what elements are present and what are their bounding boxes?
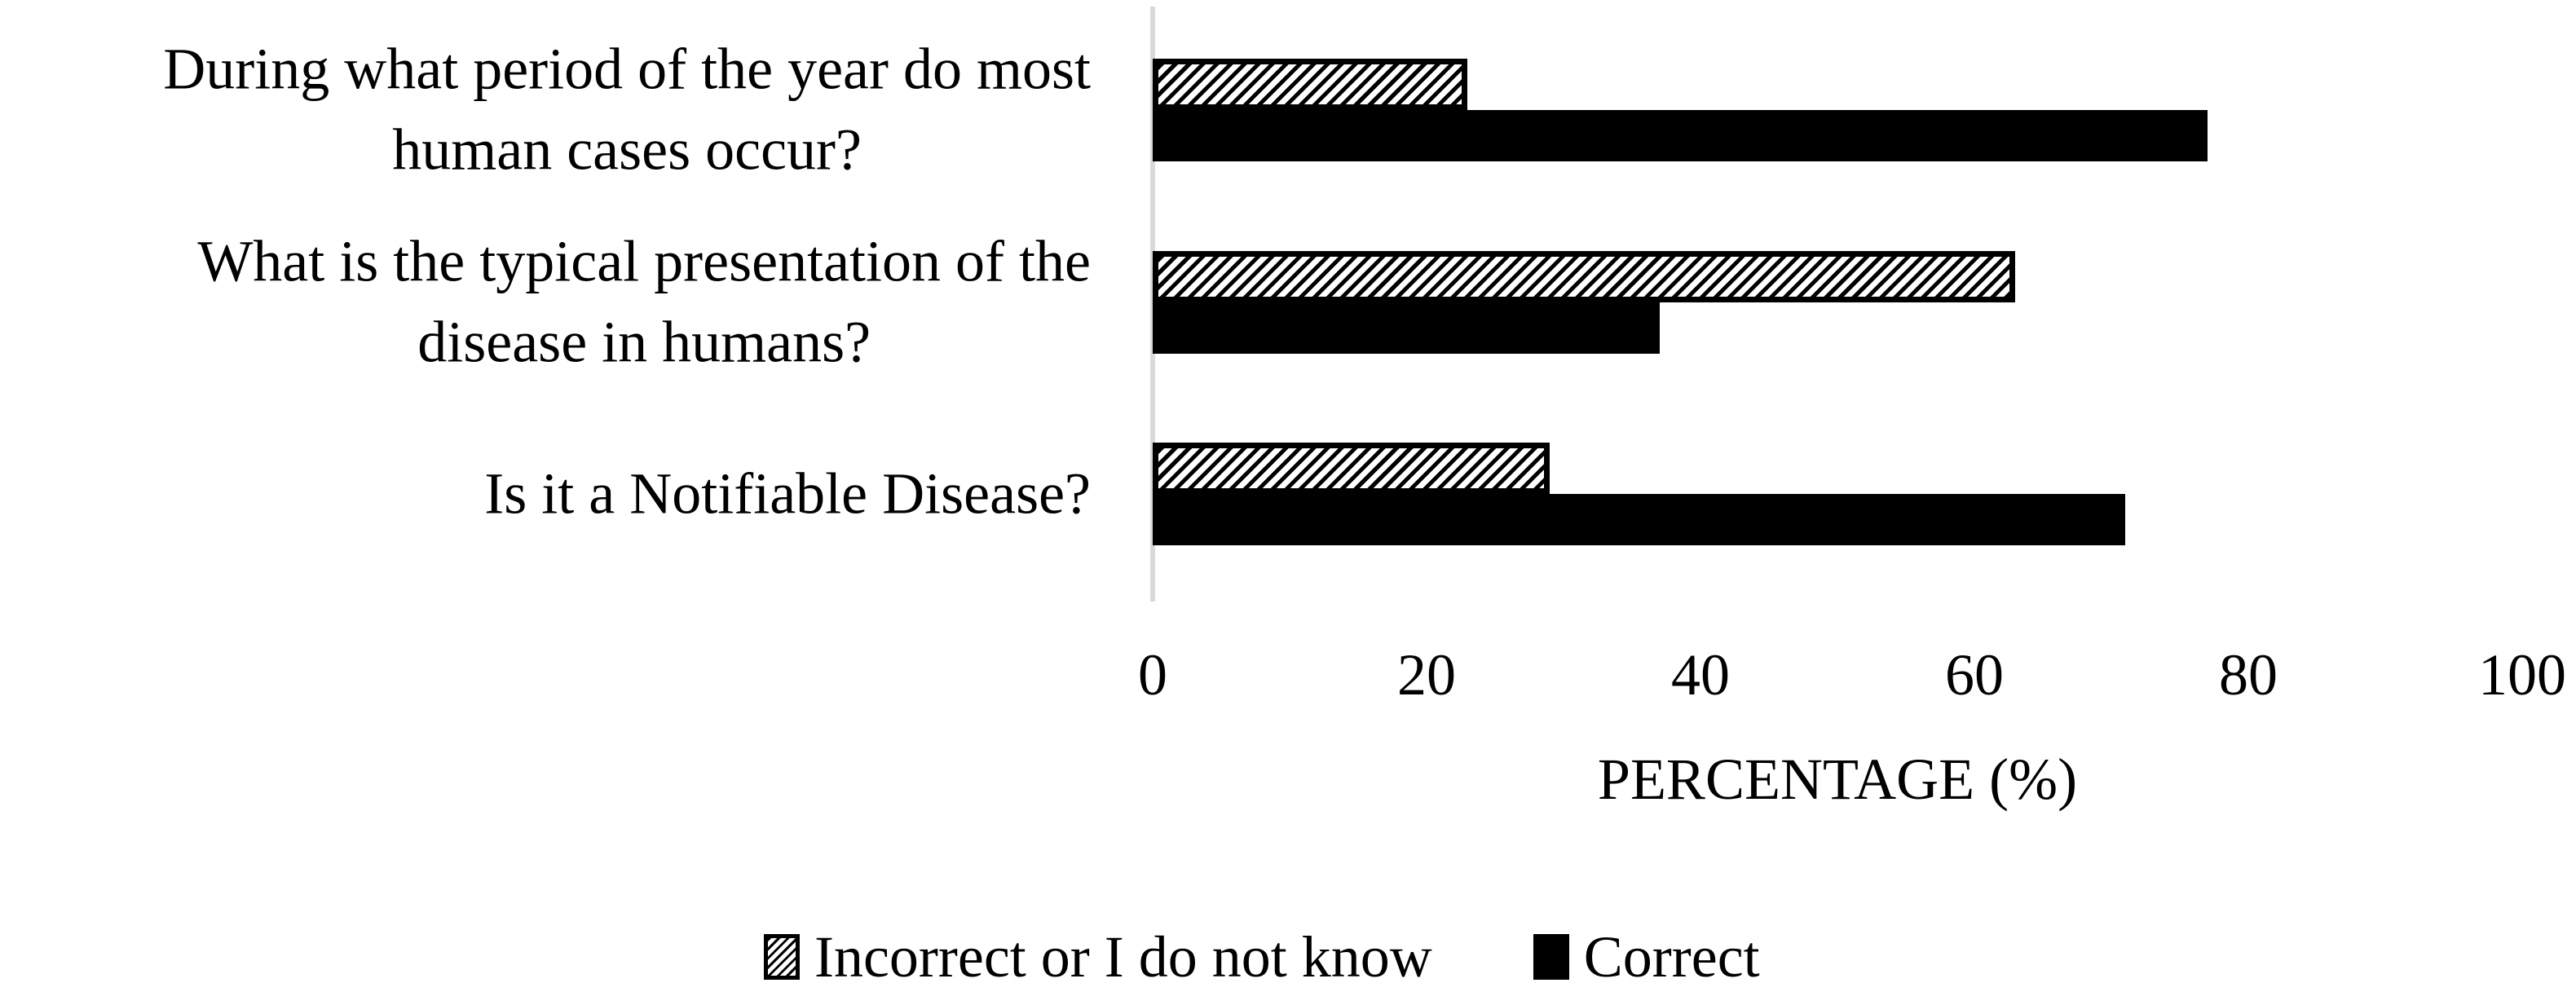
- bar-correct: [1153, 110, 2208, 161]
- bar-incorrect: [1153, 443, 1550, 494]
- legend: Incorrect or I do not know Correct: [764, 928, 1760, 986]
- legend-item-incorrect: Incorrect or I do not know: [764, 928, 1432, 986]
- legend-swatch-solid-icon: [1533, 934, 1569, 980]
- x-axis-tick-label: 80: [2219, 642, 2278, 707]
- bar-correct: [1153, 494, 2125, 545]
- category-label-line: Is it a Notifiable Disease?: [484, 461, 1091, 527]
- category-label: During what period of the year do most hu…: [163, 29, 1091, 192]
- category-label-line: human cases occur?: [392, 117, 862, 183]
- x-axis-title: PERCENTAGE (%): [1597, 747, 2078, 812]
- legend-item-correct: Correct: [1533, 928, 1760, 986]
- category-label-line: What is the typical presentation of the: [197, 228, 1091, 294]
- x-axis-tick-label: 20: [1397, 642, 1456, 707]
- bar-incorrect: [1153, 251, 2015, 302]
- x-axis-tick-label: 40: [1671, 642, 1730, 707]
- legend-label-incorrect: Incorrect or I do not know: [814, 924, 1432, 990]
- bar-correct: [1153, 302, 1660, 354]
- category-label-line: During what period of the year do most: [163, 36, 1091, 102]
- legend-label-correct: Correct: [1583, 924, 1760, 990]
- x-axis-tick-label: 60: [1945, 642, 2004, 707]
- category-label: Is it a Notifiable Disease?: [484, 453, 1091, 534]
- x-axis-tick-label: 0: [1138, 642, 1167, 707]
- category-label-line: disease in humans?: [417, 310, 871, 375]
- bar-incorrect: [1153, 59, 1467, 110]
- legend-swatch-hatched-icon: [764, 934, 800, 980]
- x-axis-tick-label: 100: [2478, 642, 2566, 707]
- category-label: What is the typical presentation of the d…: [197, 222, 1091, 384]
